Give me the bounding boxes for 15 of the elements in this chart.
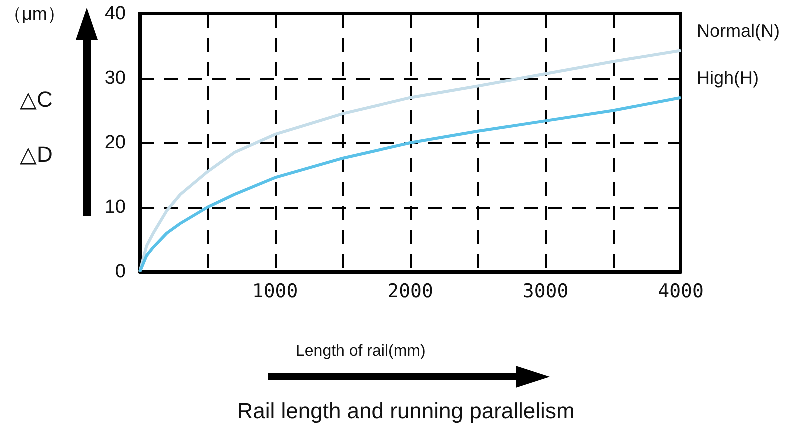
- x-tick-label: 3000: [522, 280, 569, 302]
- text: △C △D: [20, 87, 53, 167]
- x-tick-label: 1000: [252, 280, 298, 302]
- series-label: Normal(N): [697, 20, 780, 41]
- y-tick-label: 0: [115, 262, 126, 282]
- y-tick-label: 10: [104, 197, 126, 218]
- x-tick-label: 4000: [658, 280, 704, 302]
- series-label: High(H): [697, 68, 760, 88]
- x-tick-label: 2000: [388, 280, 434, 302]
- x-axis-title: Length of rail(mm): [296, 343, 426, 361]
- text: （μm）: [4, 3, 66, 26]
- y-tick-label: 20: [104, 132, 126, 154]
- y-tick-label: 40: [104, 4, 126, 24]
- text: Rail length and running parallelism: [237, 398, 575, 424]
- y-tick-label: 30: [104, 68, 126, 89]
